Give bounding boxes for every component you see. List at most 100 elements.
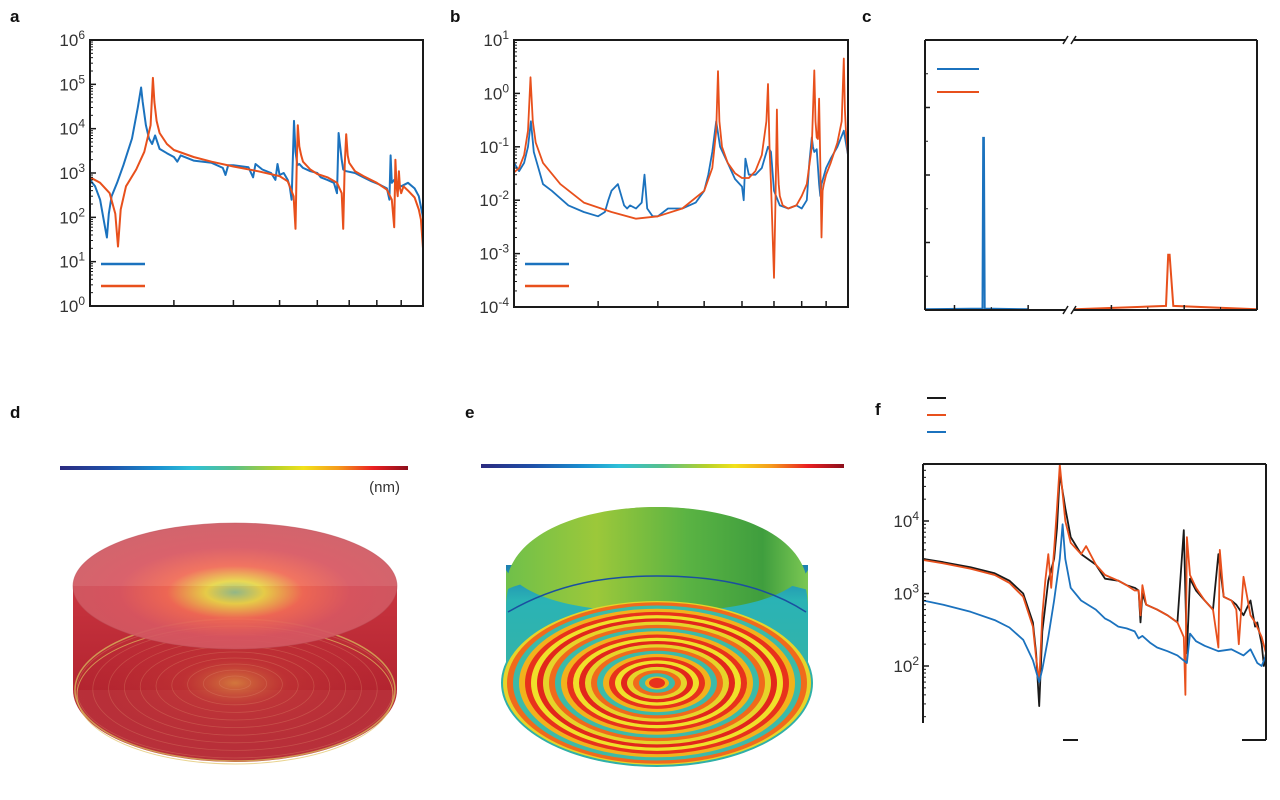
y-tick-label: 104 xyxy=(893,509,919,531)
panel-label-e: e xyxy=(465,403,474,422)
y-tick-label: 10-4 xyxy=(479,295,509,317)
axes-frame xyxy=(924,35,1258,315)
y-tick-label: 102 xyxy=(59,205,85,227)
legend xyxy=(101,262,145,288)
chart-c-displacement-modes xyxy=(924,35,1258,315)
disk-d-ring xyxy=(171,657,299,713)
colorbar-d xyxy=(60,466,408,470)
x-axis xyxy=(513,301,849,307)
tick-base: 10 xyxy=(483,84,502,103)
panel-label-b: b xyxy=(450,7,460,26)
series-group xyxy=(90,76,423,249)
disk-e-render xyxy=(501,507,813,767)
series-line-cufp-4-elements- xyxy=(923,523,1266,683)
axis-break-mark xyxy=(1070,305,1077,315)
y-tick-label: 103 xyxy=(893,582,919,604)
axes-frame xyxy=(89,39,424,307)
tick-base: 10 xyxy=(893,512,912,531)
y-tick-label: 100 xyxy=(483,81,509,103)
panel-label-f: f xyxy=(875,400,881,419)
tick-exponent: 2 xyxy=(912,654,919,668)
series-line-single-pzt-d-element xyxy=(923,472,1266,707)
series-line-thickness-mode xyxy=(1074,253,1257,311)
tick-base: 10 xyxy=(59,120,78,139)
tick-base: 10 xyxy=(59,208,78,227)
series-line-experiment xyxy=(514,120,848,218)
tick-base: 10 xyxy=(479,245,498,264)
tick-exponent: 0 xyxy=(502,81,509,95)
y-tick-label: 103 xyxy=(59,161,85,183)
tick-base: 10 xyxy=(479,191,498,210)
disk-e-top-cap xyxy=(506,507,808,590)
y-tick-label: 102 xyxy=(893,654,919,676)
tick-exponent: 1 xyxy=(78,250,85,264)
disk-e-rings xyxy=(503,601,811,765)
tick-base: 10 xyxy=(59,253,78,272)
disk-d-ring xyxy=(187,663,283,706)
axis-break-mark xyxy=(1062,305,1069,315)
tick-exponent: 6 xyxy=(78,28,85,42)
series-line-radial-mode xyxy=(925,136,1029,311)
panel-d-simulation: (nm) xyxy=(60,466,408,765)
series-line-simulation xyxy=(90,76,423,249)
legend xyxy=(927,397,946,433)
tick-base: 10 xyxy=(479,138,498,157)
colorbar-d-unit: (nm) xyxy=(369,479,400,496)
tick-exponent: -4 xyxy=(498,295,509,309)
tick-exponent: 0 xyxy=(78,294,85,308)
disk-d-top-rim xyxy=(72,522,398,650)
y-tick-label: 101 xyxy=(59,250,85,272)
y-tick-label: 10-1 xyxy=(479,135,509,157)
disk-d-ring xyxy=(202,669,267,698)
x-axis xyxy=(89,300,424,306)
x-axis xyxy=(953,305,1258,310)
series-line-single-pzt-d-w-pdms xyxy=(923,464,1266,696)
legend xyxy=(525,262,569,288)
tick-exponent: 4 xyxy=(912,509,919,523)
tick-exponent: 3 xyxy=(912,582,919,596)
y-tick-label: 100 xyxy=(59,294,85,316)
disk-e-center xyxy=(649,678,665,688)
panel-label-a: a xyxy=(10,7,20,26)
disk-d-inner-glow xyxy=(75,620,395,760)
panel-label-c: c xyxy=(862,7,871,26)
y-tick-label: 105 xyxy=(59,72,85,94)
disk-e-blue-line xyxy=(507,575,807,613)
series-group xyxy=(923,464,1266,707)
tick-base: 10 xyxy=(59,164,78,183)
tick-base: 10 xyxy=(893,657,912,676)
tick-base: 10 xyxy=(483,31,502,50)
tick-exponent: 3 xyxy=(78,161,85,175)
y-tick-label: 106 xyxy=(59,28,85,50)
tick-base: 10 xyxy=(59,297,78,316)
disk-d-render xyxy=(72,522,398,765)
tick-exponent: 1 xyxy=(502,28,509,42)
y-tick-label: 101 xyxy=(483,28,509,50)
disk-d-ring xyxy=(155,651,315,721)
y-axis xyxy=(925,39,930,311)
tick-exponent: -2 xyxy=(498,188,509,202)
series-line-simulation xyxy=(514,57,848,279)
axes-frame xyxy=(513,39,849,308)
panel-e-simulation xyxy=(481,464,844,767)
tick-exponent: 5 xyxy=(78,72,85,86)
axis-break-mark xyxy=(1070,35,1077,45)
y-tick-label: 10-3 xyxy=(479,242,509,264)
tick-exponent: -3 xyxy=(498,242,509,256)
tick-base: 10 xyxy=(479,298,498,317)
series-group xyxy=(514,57,848,279)
tick-exponent: -1 xyxy=(498,135,509,149)
tick-base: 10 xyxy=(59,31,78,50)
disk-d-ring xyxy=(218,675,252,691)
panel-label-d: d xyxy=(10,403,20,422)
y-tick-label: 10-2 xyxy=(479,188,509,210)
tick-base: 10 xyxy=(59,75,78,94)
disk-d-top xyxy=(73,523,397,649)
